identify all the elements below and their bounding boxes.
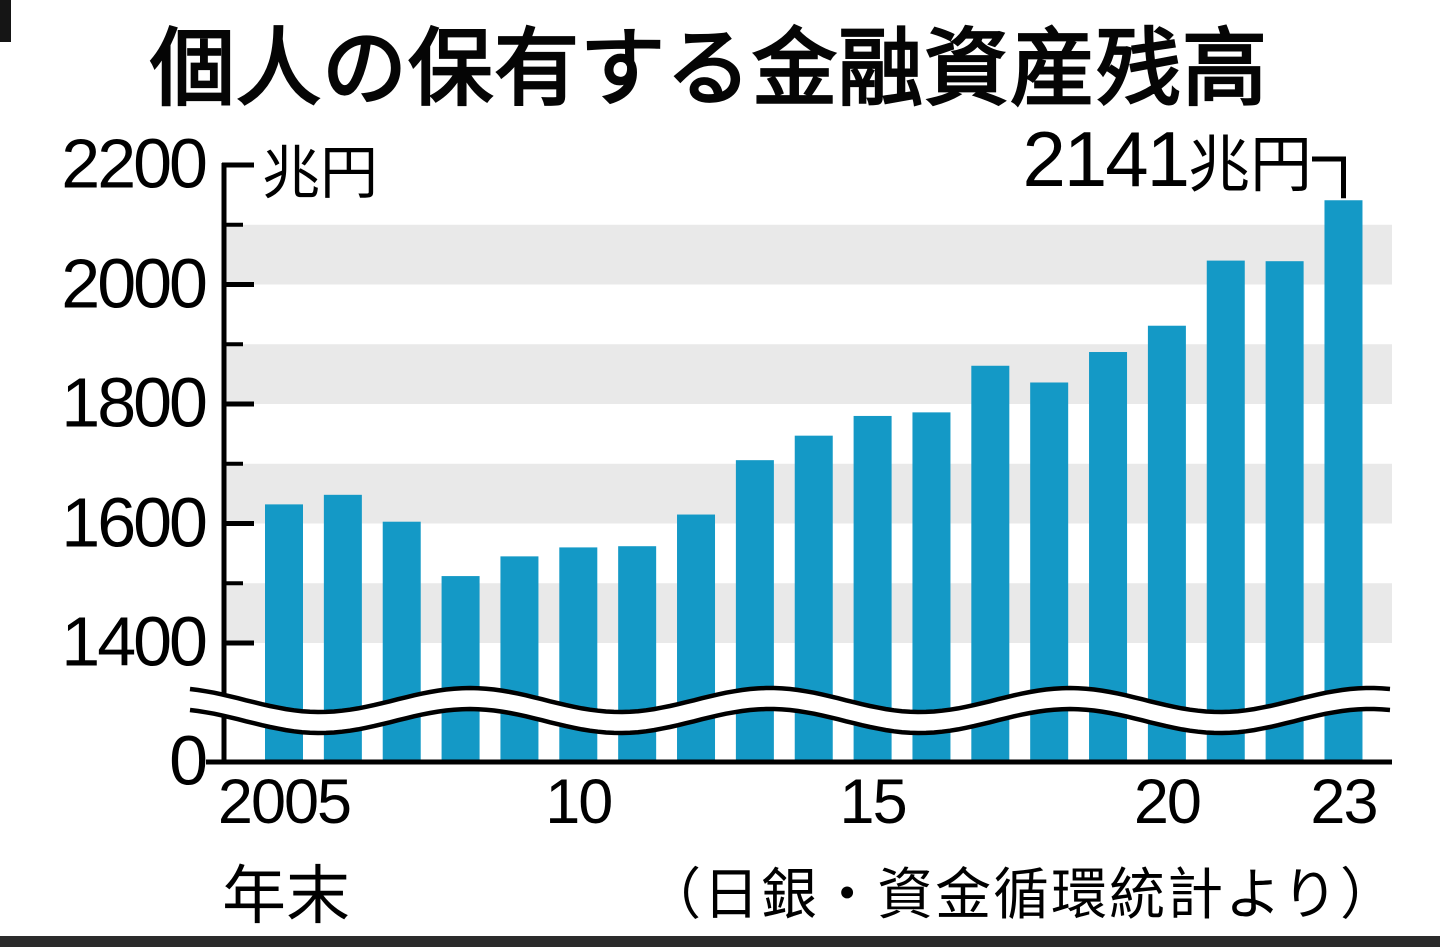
photo-edge-artifact — [0, 0, 11, 42]
y-tick-label-2200: 2200 — [61, 124, 208, 203]
axis-break-band — [190, 688, 1390, 733]
x-tick-label-20: 20 — [1133, 767, 1202, 837]
x-tick-label-10: 10 — [545, 767, 613, 837]
annotation-connector — [1312, 156, 1346, 199]
bar-2023 — [1324, 200, 1363, 762]
y-tick-label-1800: 1800 — [61, 363, 208, 442]
source-credit: （日銀・資金循環統計より） — [645, 863, 1398, 926]
peak-value-number: 2141 — [1022, 115, 1190, 203]
bar-2021 — [1206, 260, 1245, 762]
peak-value-annotation: 2141兆円 — [1022, 114, 1312, 205]
grid-band — [224, 344, 1392, 404]
bar-2016 — [912, 412, 951, 762]
y-tick-label-1600: 1600 — [61, 482, 208, 561]
y-tick-label-2000: 2000 — [61, 243, 208, 322]
axis-break-upper-line — [189, 685, 1391, 715]
y-tick-label-0: 0 — [169, 721, 208, 800]
peak-value-unit: 兆円 — [1187, 131, 1312, 200]
axis-break-lower-line — [189, 706, 1391, 736]
bar-2009 — [500, 556, 539, 762]
bar-2022 — [1265, 261, 1304, 762]
x-tick-label-2005: 2005 — [217, 767, 352, 837]
bar-2007 — [382, 521, 421, 762]
bar-2008 — [441, 576, 480, 762]
x-axis-note: 年末 — [222, 860, 350, 932]
x-tick-label-23: 23 — [1310, 767, 1378, 837]
page-title: 個人の保有する金融資産残高 — [150, 22, 1269, 117]
bar-2020 — [1147, 325, 1186, 762]
bar-2013 — [735, 460, 774, 762]
x-tick-label-15: 15 — [839, 767, 908, 837]
grid-band — [224, 224, 1392, 285]
bottom-black-bar — [0, 936, 1440, 947]
y-axis-unit-label: 兆円 — [262, 141, 379, 206]
y-tick-label-1400: 1400 — [61, 602, 208, 681]
